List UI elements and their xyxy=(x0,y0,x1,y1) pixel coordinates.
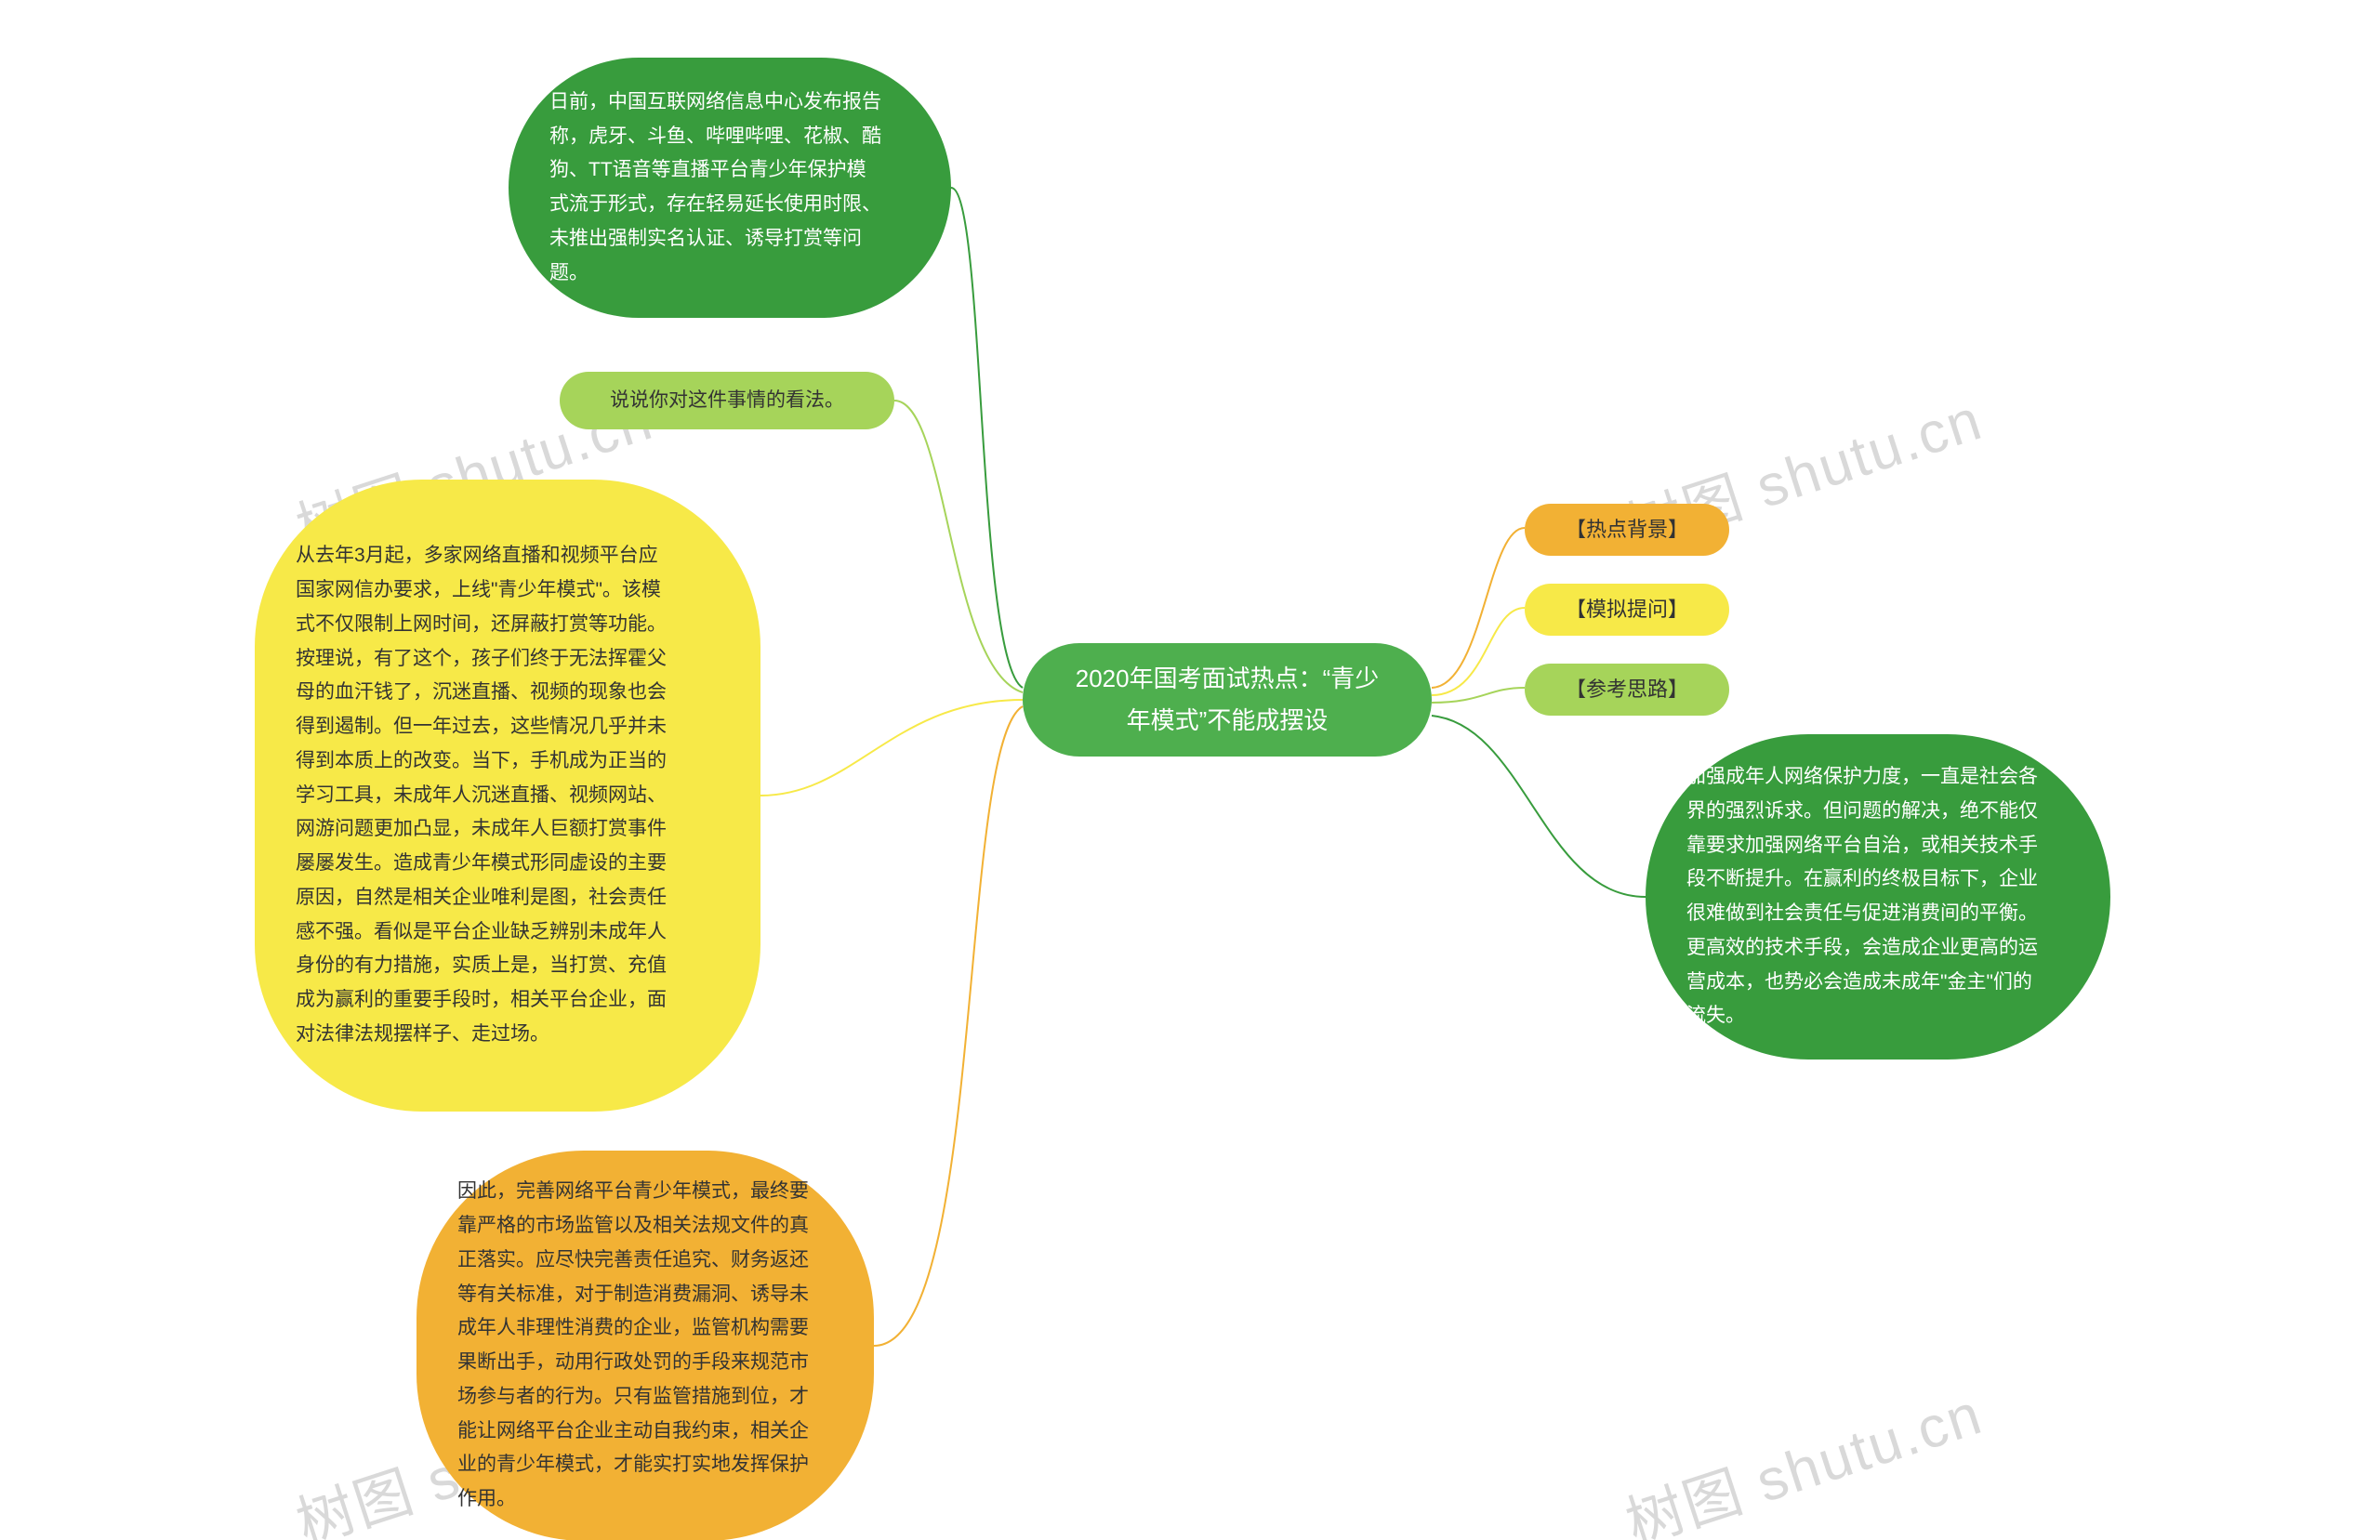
tag-hot-background[interactable]: 【热点背景】 xyxy=(1525,504,1729,556)
bubble-analysis-green[interactable]: 加强成年人网络保护力度，一直是社会各界的强烈诉求。但问题的解决，绝不能仅靠要求加… xyxy=(1646,734,2110,1060)
bubble-background-report[interactable]: 日前，中国互联网络信息中心发布报告称，虎牙、斗鱼、哔哩哔哩、花椒、酷狗、TT语音… xyxy=(509,58,951,318)
edge xyxy=(1432,608,1525,695)
tag-label: 【参考思路】 xyxy=(1566,672,1688,708)
bubble-text: 加强成年人网络保护力度，一直是社会各界的强烈诉求。但问题的解决，绝不能仅靠要求加… xyxy=(1686,760,2049,1033)
edge xyxy=(1432,528,1525,688)
edge xyxy=(894,401,1023,692)
tag-label: 【热点背景】 xyxy=(1566,512,1688,548)
edge xyxy=(874,706,1023,1346)
center-node[interactable]: 2020年国考面试热点：“青少年模式”不能成摆设 xyxy=(1023,643,1432,757)
bubble-prompt[interactable]: 说说你对这件事情的看法。 xyxy=(560,372,894,429)
center-node-text: 2020年国考面试热点：“青少年模式”不能成摆设 xyxy=(1064,658,1391,743)
tag-reference-idea[interactable]: 【参考思路】 xyxy=(1525,664,1729,716)
bubble-text: 日前，中国互联网络信息中心发布报告称，虎牙、斗鱼、哔哩哔哩、花椒、酷狗、TT语音… xyxy=(549,86,884,291)
watermark: 树图 shutu.cn xyxy=(1614,1367,1991,1540)
bubble-text: 说说你对这件事情的看法。 xyxy=(610,384,844,418)
bubble-text: 从去年3月起，多家网络直播和视频平台应国家网信办要求，上线"青少年模式"。该模式… xyxy=(296,539,668,1051)
edge xyxy=(760,700,1023,796)
edge xyxy=(951,188,1023,688)
bubble-analysis-yellow[interactable]: 从去年3月起，多家网络直播和视频平台应国家网信办要求，上线"青少年模式"。该模式… xyxy=(255,480,760,1112)
bubble-conclusion-orange[interactable]: 因此，完善网络平台青少年模式，最终要靠严格的市场监管以及相关法规文件的真正落实。… xyxy=(416,1151,874,1540)
tag-mock-question[interactable]: 【模拟提问】 xyxy=(1525,584,1729,636)
edge xyxy=(1432,716,1646,897)
tag-label: 【模拟提问】 xyxy=(1566,592,1688,628)
bubble-text: 因此，完善网络平台青少年模式，最终要靠严格的市场监管以及相关法规文件的真正落实。… xyxy=(457,1175,811,1517)
edge xyxy=(1432,688,1525,703)
